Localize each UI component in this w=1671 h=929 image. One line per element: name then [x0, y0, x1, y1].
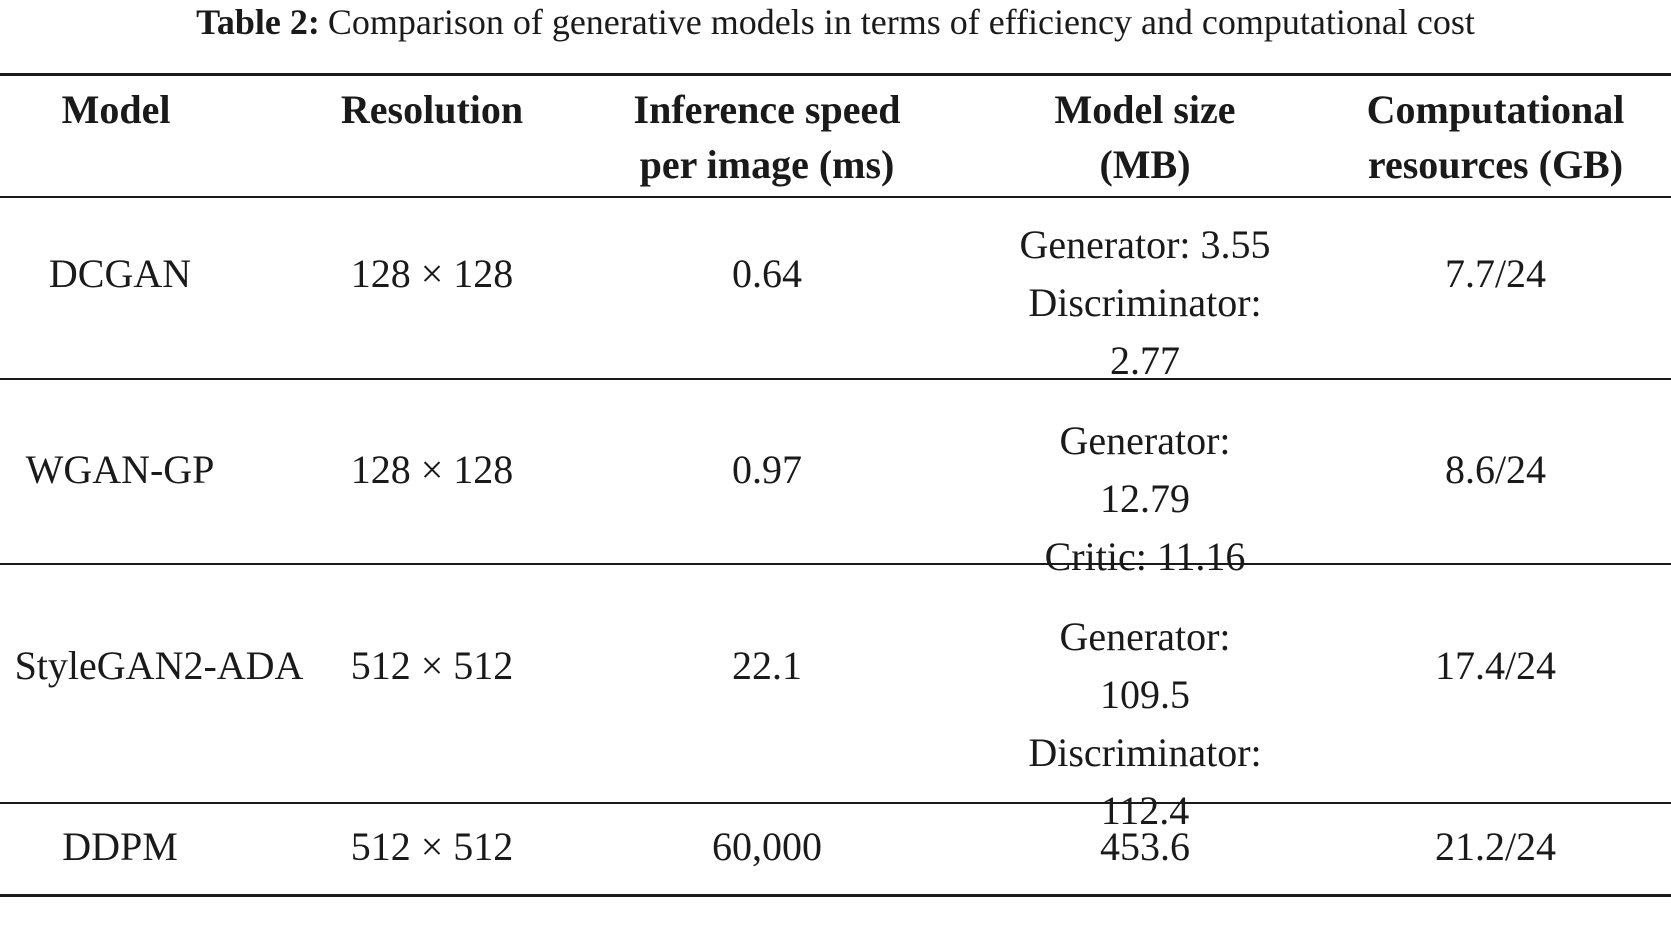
caption-label: Table 2: [196, 2, 320, 42]
header-rule [0, 196, 1671, 198]
row-divider-3 [0, 802, 1671, 804]
table-row-ddpm-resolution: 512 × 512 [350, 824, 514, 869]
table-row-ddpm-resources: 21.2/24 [1434, 824, 1557, 869]
row-divider-1 [0, 378, 1671, 380]
table-row-stylegan2-ada-resources: 17.4/24 [1434, 643, 1557, 688]
table-row-dcgan-resolution: 128 × 128 [350, 251, 514, 296]
table-row-dcgan-resources: 7.7/24 [1444, 251, 1547, 296]
table-row-ddpm-model: DDPM [62, 824, 178, 869]
table-row-ddpm-size: 453.6 [1100, 824, 1190, 869]
top-rule [0, 73, 1671, 76]
caption-text: Comparison of generative models in terms… [327, 2, 1475, 42]
table-row-ddpm-speed: 60,000 [712, 824, 822, 869]
row-divider-2 [0, 563, 1671, 565]
table-row-wgan-gp-model: WGAN-GP [25, 447, 215, 492]
table-row-stylegan2-ada-resolution: 512 × 512 [350, 643, 514, 688]
table-row-wgan-gp-resources: 8.6/24 [1444, 447, 1547, 492]
header-computational-resources: Computational resources (GB) [1366, 87, 1625, 187]
table-row-wgan-gp-resolution: 128 × 128 [350, 447, 514, 492]
header-resolution: Resolution [340, 87, 524, 132]
table-caption: Table 2: Comparison of generative models … [0, 0, 1671, 42]
table-row-dcgan-size: Generator: 3.55 Discriminator: 2.77 [1019, 222, 1271, 383]
table-row-stylegan2-ada-size: Generator: 109.5 Discriminator: 112.4 [1028, 614, 1262, 833]
table-row-stylegan2-ada-model: StyleGAN2-ADA [14, 643, 304, 688]
header-model: Model [61, 87, 171, 132]
bottom-rule [0, 894, 1671, 897]
table-row-wgan-gp-speed: 0.97 [732, 447, 802, 492]
table-row-dcgan-speed: 0.64 [732, 251, 802, 296]
table-row-dcgan-model: DCGAN [48, 251, 192, 296]
header-model-size: Model size (MB) [1054, 87, 1236, 187]
header-inference-speed: Inference speed per image (ms) [633, 87, 901, 187]
table-row-wgan-gp-size: Generator: 12.79 Critic: 11.16 [1044, 418, 1246, 579]
table-row-stylegan2-ada-speed: 22.1 [732, 643, 802, 688]
